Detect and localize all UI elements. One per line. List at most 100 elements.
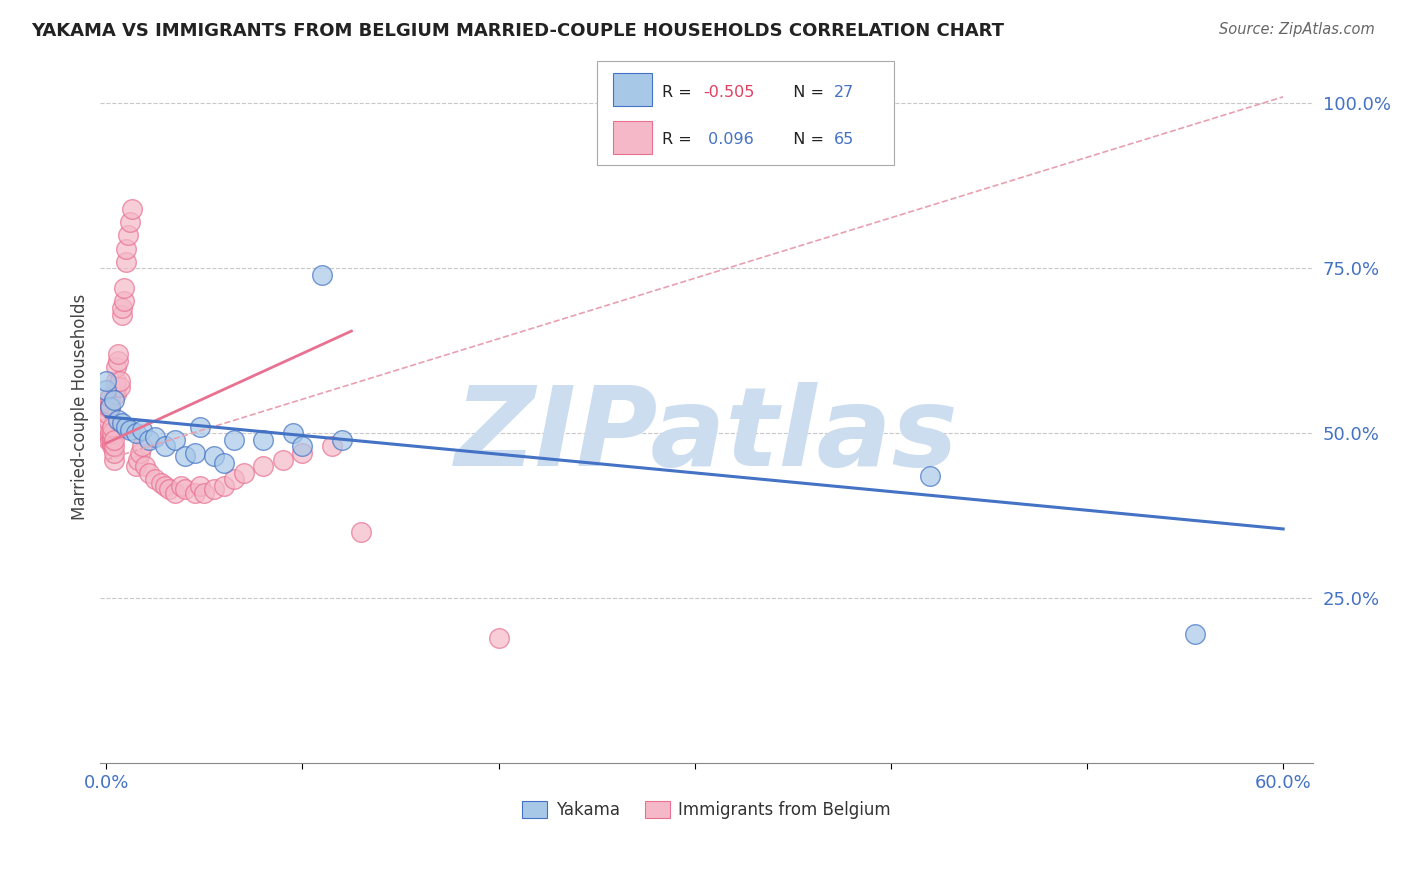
Point bbox=[96, 384, 118, 398]
Point bbox=[103, 440, 125, 454]
Point bbox=[350, 525, 373, 540]
Point bbox=[124, 459, 146, 474]
Point bbox=[98, 433, 121, 447]
Point bbox=[138, 466, 160, 480]
Point bbox=[173, 450, 195, 464]
Point bbox=[101, 436, 124, 450]
Point bbox=[103, 433, 125, 447]
Text: 27: 27 bbox=[834, 85, 853, 100]
Point bbox=[107, 353, 129, 368]
FancyBboxPatch shape bbox=[613, 73, 652, 106]
Point bbox=[97, 433, 120, 447]
Point bbox=[183, 446, 205, 460]
Point bbox=[115, 254, 138, 268]
Point bbox=[252, 433, 274, 447]
Point bbox=[107, 413, 129, 427]
Point bbox=[134, 459, 156, 474]
Point bbox=[281, 426, 304, 441]
Point bbox=[101, 433, 124, 447]
Point bbox=[98, 390, 121, 404]
Text: N =: N = bbox=[783, 85, 830, 100]
Point bbox=[105, 360, 128, 375]
Text: Source: ZipAtlas.com: Source: ZipAtlas.com bbox=[1219, 22, 1375, 37]
Point bbox=[150, 475, 173, 490]
Point bbox=[202, 450, 225, 464]
Point bbox=[105, 380, 128, 394]
FancyBboxPatch shape bbox=[598, 62, 894, 165]
Point bbox=[143, 473, 166, 487]
Point bbox=[98, 396, 121, 410]
Point bbox=[131, 423, 153, 437]
Point bbox=[112, 281, 135, 295]
Legend: Yakama, Immigrants from Belgium: Yakama, Immigrants from Belgium bbox=[516, 795, 897, 826]
Point bbox=[105, 374, 128, 388]
Point bbox=[121, 202, 143, 216]
Point bbox=[108, 374, 131, 388]
Point bbox=[98, 400, 121, 414]
Point bbox=[97, 426, 120, 441]
Point bbox=[190, 479, 212, 493]
Point bbox=[173, 483, 195, 497]
Point bbox=[131, 440, 153, 454]
Point bbox=[103, 446, 125, 460]
Text: YAKAMA VS IMMIGRANTS FROM BELGIUM MARRIED-COUPLE HOUSEHOLDS CORRELATION CHART: YAKAMA VS IMMIGRANTS FROM BELGIUM MARRIE… bbox=[31, 22, 1004, 40]
Text: N =: N = bbox=[783, 132, 830, 147]
Point bbox=[111, 417, 134, 431]
Text: 65: 65 bbox=[834, 132, 853, 147]
Point bbox=[112, 294, 135, 309]
Point bbox=[115, 242, 138, 256]
Point bbox=[163, 433, 186, 447]
Point bbox=[107, 347, 129, 361]
Y-axis label: Married-couple Households: Married-couple Households bbox=[72, 293, 89, 520]
Point bbox=[101, 426, 124, 441]
Point bbox=[105, 386, 128, 401]
Point bbox=[97, 419, 120, 434]
Point bbox=[222, 433, 245, 447]
Point bbox=[252, 459, 274, 474]
Point bbox=[193, 485, 215, 500]
Point bbox=[163, 485, 186, 500]
Point bbox=[138, 433, 160, 447]
Point bbox=[103, 452, 125, 467]
Point bbox=[111, 301, 134, 315]
Point bbox=[153, 479, 176, 493]
FancyBboxPatch shape bbox=[613, 121, 652, 154]
Point bbox=[101, 419, 124, 434]
Text: 0.096: 0.096 bbox=[703, 132, 754, 147]
Point bbox=[118, 215, 141, 229]
Text: R =: R = bbox=[662, 132, 696, 147]
Point bbox=[97, 407, 120, 421]
Point bbox=[291, 446, 314, 460]
Point bbox=[111, 308, 134, 322]
Point bbox=[190, 419, 212, 434]
Text: -0.505: -0.505 bbox=[703, 85, 754, 100]
Point bbox=[117, 228, 139, 243]
Point bbox=[157, 483, 180, 497]
Point bbox=[118, 423, 141, 437]
Point bbox=[96, 374, 118, 388]
Point bbox=[330, 433, 353, 447]
Point bbox=[170, 479, 193, 493]
Point bbox=[101, 429, 124, 443]
Point bbox=[98, 400, 121, 414]
Point bbox=[271, 452, 294, 467]
Point bbox=[222, 473, 245, 487]
Point bbox=[291, 440, 314, 454]
Point bbox=[127, 452, 149, 467]
Point bbox=[108, 380, 131, 394]
Point bbox=[97, 400, 120, 414]
Point bbox=[183, 485, 205, 500]
Point bbox=[232, 466, 254, 480]
Point bbox=[153, 440, 176, 454]
Point bbox=[115, 419, 138, 434]
Point bbox=[212, 479, 235, 493]
Point bbox=[488, 631, 510, 645]
Point bbox=[97, 413, 120, 427]
Point bbox=[98, 426, 121, 441]
Text: ZIPatlas: ZIPatlas bbox=[454, 382, 959, 489]
Point bbox=[311, 268, 333, 282]
Point bbox=[202, 483, 225, 497]
Point bbox=[101, 440, 124, 454]
Point bbox=[920, 469, 942, 483]
Point bbox=[128, 446, 150, 460]
